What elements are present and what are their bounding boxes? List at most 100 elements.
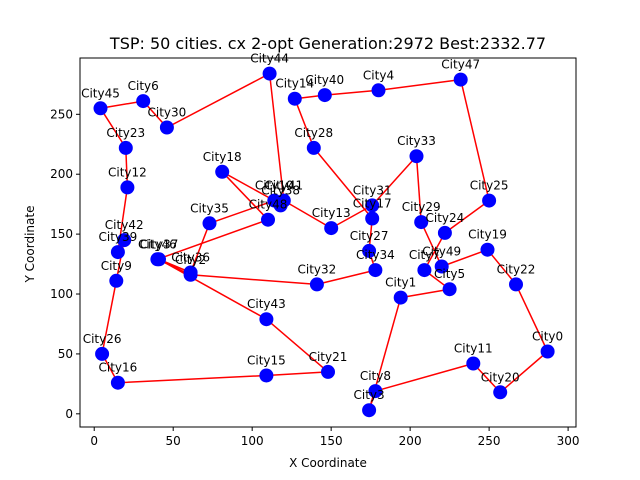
city-label: City23 xyxy=(106,126,145,140)
city-point xyxy=(306,140,321,155)
y-tick-label: 150 xyxy=(50,227,73,241)
x-tick-label: 200 xyxy=(399,434,422,448)
x-tick-label: 50 xyxy=(166,434,181,448)
city-label: City1 xyxy=(385,276,416,290)
city-label: City33 xyxy=(397,134,436,148)
city-point xyxy=(93,101,108,116)
city-label: City3 xyxy=(354,388,385,402)
x-tick-label: 300 xyxy=(557,434,580,448)
city-point xyxy=(261,212,275,227)
y-tick-label: 200 xyxy=(50,167,73,181)
city-point xyxy=(150,252,165,267)
city-point xyxy=(95,346,110,361)
city-label: City25 xyxy=(470,179,509,193)
city-point xyxy=(321,364,335,379)
city-point xyxy=(368,263,383,278)
city-point xyxy=(493,385,508,400)
city-label: City30 xyxy=(148,106,187,120)
city-label: City18 xyxy=(203,150,242,164)
y-tick-label: 50 xyxy=(58,347,73,361)
city-point xyxy=(136,94,151,109)
city-label: City11 xyxy=(454,342,493,356)
city-label: City5 xyxy=(434,267,465,281)
city-point xyxy=(417,263,432,278)
city-label: City24 xyxy=(426,211,465,225)
chart-title: TSP: 50 cities. cx 2-opt Generation:2972… xyxy=(109,34,546,53)
city-label: City19 xyxy=(468,228,507,242)
city-label: City15 xyxy=(247,354,286,368)
y-tick-label: 100 xyxy=(50,287,73,301)
y-tick-label: 250 xyxy=(50,107,73,121)
city-label: City41 xyxy=(264,179,303,193)
city-label: City14 xyxy=(275,77,314,91)
city-point xyxy=(110,375,125,390)
city-label: City46 xyxy=(138,237,177,251)
x-tick-label: 100 xyxy=(241,434,264,448)
city-point xyxy=(215,164,230,179)
city-point xyxy=(371,83,386,98)
city-point xyxy=(317,88,332,103)
city-label: City17 xyxy=(353,197,392,211)
city-point xyxy=(183,265,198,280)
city-point xyxy=(368,384,383,399)
y-tick-label: 0 xyxy=(65,407,73,421)
city-point xyxy=(202,216,217,231)
city-label: City6 xyxy=(128,79,159,93)
city-label: City48 xyxy=(249,198,288,212)
city-label: City26 xyxy=(83,332,122,346)
city-label: City27 xyxy=(350,229,389,243)
city-label: City9 xyxy=(101,259,132,273)
city-label: City13 xyxy=(312,206,351,220)
city-point xyxy=(362,243,377,258)
city-point xyxy=(276,193,291,208)
city-point xyxy=(309,277,324,292)
x-tick-label: 250 xyxy=(478,434,501,448)
city-point xyxy=(262,66,277,81)
city-label: City39 xyxy=(99,230,138,244)
city-point xyxy=(287,91,302,106)
city-point xyxy=(393,290,408,305)
city-label: City38 xyxy=(261,183,300,197)
city-point xyxy=(120,180,135,195)
city-point xyxy=(482,193,497,208)
city-point xyxy=(118,140,133,155)
city-label: City22 xyxy=(497,262,536,276)
y-axis-label: Y Coordinate xyxy=(23,206,37,284)
city-label: City28 xyxy=(294,126,333,140)
city-label: City34 xyxy=(356,248,395,262)
point-layer xyxy=(93,66,555,418)
label-layer: City0 City1 City2 City3 City4 City5 City6 City7… xyxy=(81,52,563,403)
axes-frame xyxy=(79,57,577,428)
city-point xyxy=(259,312,274,327)
city-point xyxy=(110,245,125,260)
city-label: City16 xyxy=(99,361,138,375)
city-point xyxy=(365,211,380,226)
city-label: City31 xyxy=(353,183,392,197)
city-point xyxy=(442,282,457,297)
city-point xyxy=(109,273,124,288)
city-label: City7 xyxy=(409,248,440,262)
tour-route-line xyxy=(99,72,549,411)
city-point xyxy=(414,215,429,230)
city-label: City44 xyxy=(250,52,289,66)
city-label: City42 xyxy=(105,218,144,232)
city-point xyxy=(324,221,339,236)
city-label: City10 xyxy=(255,179,294,193)
city-label: City20 xyxy=(481,370,520,384)
city-point xyxy=(466,356,481,371)
x-axis-label: X Coordinate xyxy=(289,456,367,470)
city-label: City0 xyxy=(532,330,563,344)
city-label: City37 xyxy=(140,237,179,251)
city-point xyxy=(259,368,274,383)
y-axis-ticks: 0 50 100 150 200 250 xyxy=(50,107,80,421)
x-tick-label: 150 xyxy=(320,434,343,448)
city-point xyxy=(509,277,523,292)
city-label: City40 xyxy=(305,73,344,87)
city-point xyxy=(362,403,377,418)
city-label: City29 xyxy=(402,200,441,214)
city-label: City8 xyxy=(360,369,391,383)
plot-area: City0 City1 City2 City3 City4 City5 City6 City7… xyxy=(50,52,579,448)
city-label: City32 xyxy=(298,262,337,276)
